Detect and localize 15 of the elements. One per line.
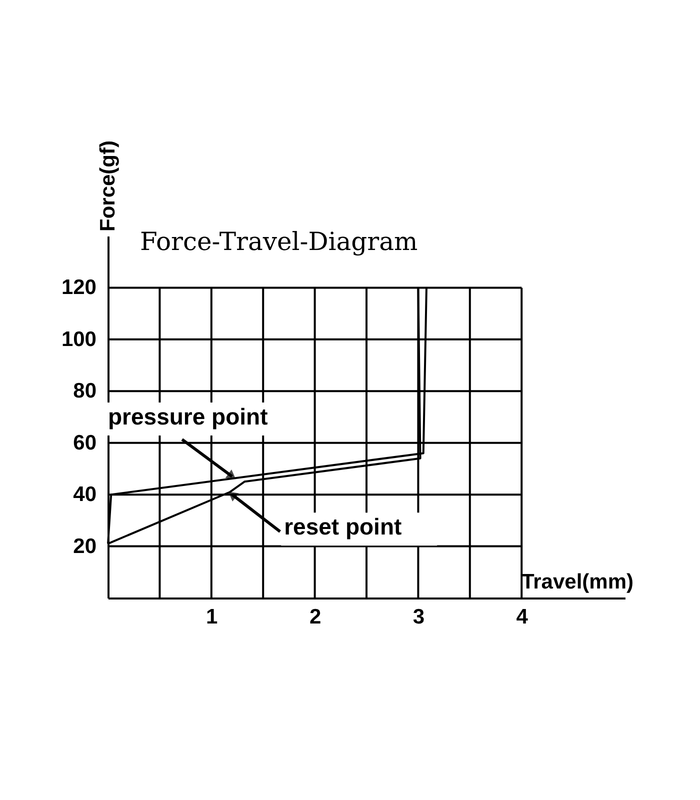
x-tick-label: 2 bbox=[309, 606, 322, 628]
y-tick-label: 80 bbox=[73, 380, 96, 403]
y-tick-label: 100 bbox=[61, 328, 96, 351]
x-axis-title: Travel(mm) bbox=[521, 570, 634, 594]
annotation: pressure point bbox=[108, 403, 268, 430]
x-tick-label: 3 bbox=[412, 606, 425, 628]
annotation: reset point bbox=[284, 514, 402, 540]
y-tick-label: 120 bbox=[61, 276, 96, 300]
y-tick-label: 60 bbox=[73, 431, 96, 454]
y-tick-label: 40 bbox=[73, 483, 96, 506]
x-tick-label: 1 bbox=[206, 606, 218, 628]
y-axis-title: Force(gf) bbox=[96, 140, 120, 232]
y-tick-label: 20 bbox=[73, 534, 96, 558]
chart-title: Force-Travel-Diagram bbox=[140, 227, 418, 256]
x-tick-label: 4 bbox=[516, 606, 528, 628]
